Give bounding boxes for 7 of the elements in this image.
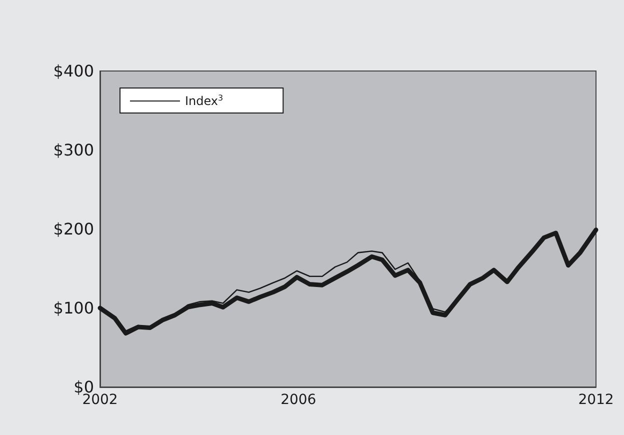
y-tick-label: $400 <box>53 62 94 80</box>
x-tick-label: 2002 <box>82 392 118 408</box>
y-tick-label: $100 <box>53 298 94 318</box>
x-tick-label: 2006 <box>280 392 316 408</box>
y-tick-label: $200 <box>53 220 94 238</box>
x-tick-label: 2012 <box>578 392 614 408</box>
y-tick-label: $300 <box>53 140 94 160</box>
